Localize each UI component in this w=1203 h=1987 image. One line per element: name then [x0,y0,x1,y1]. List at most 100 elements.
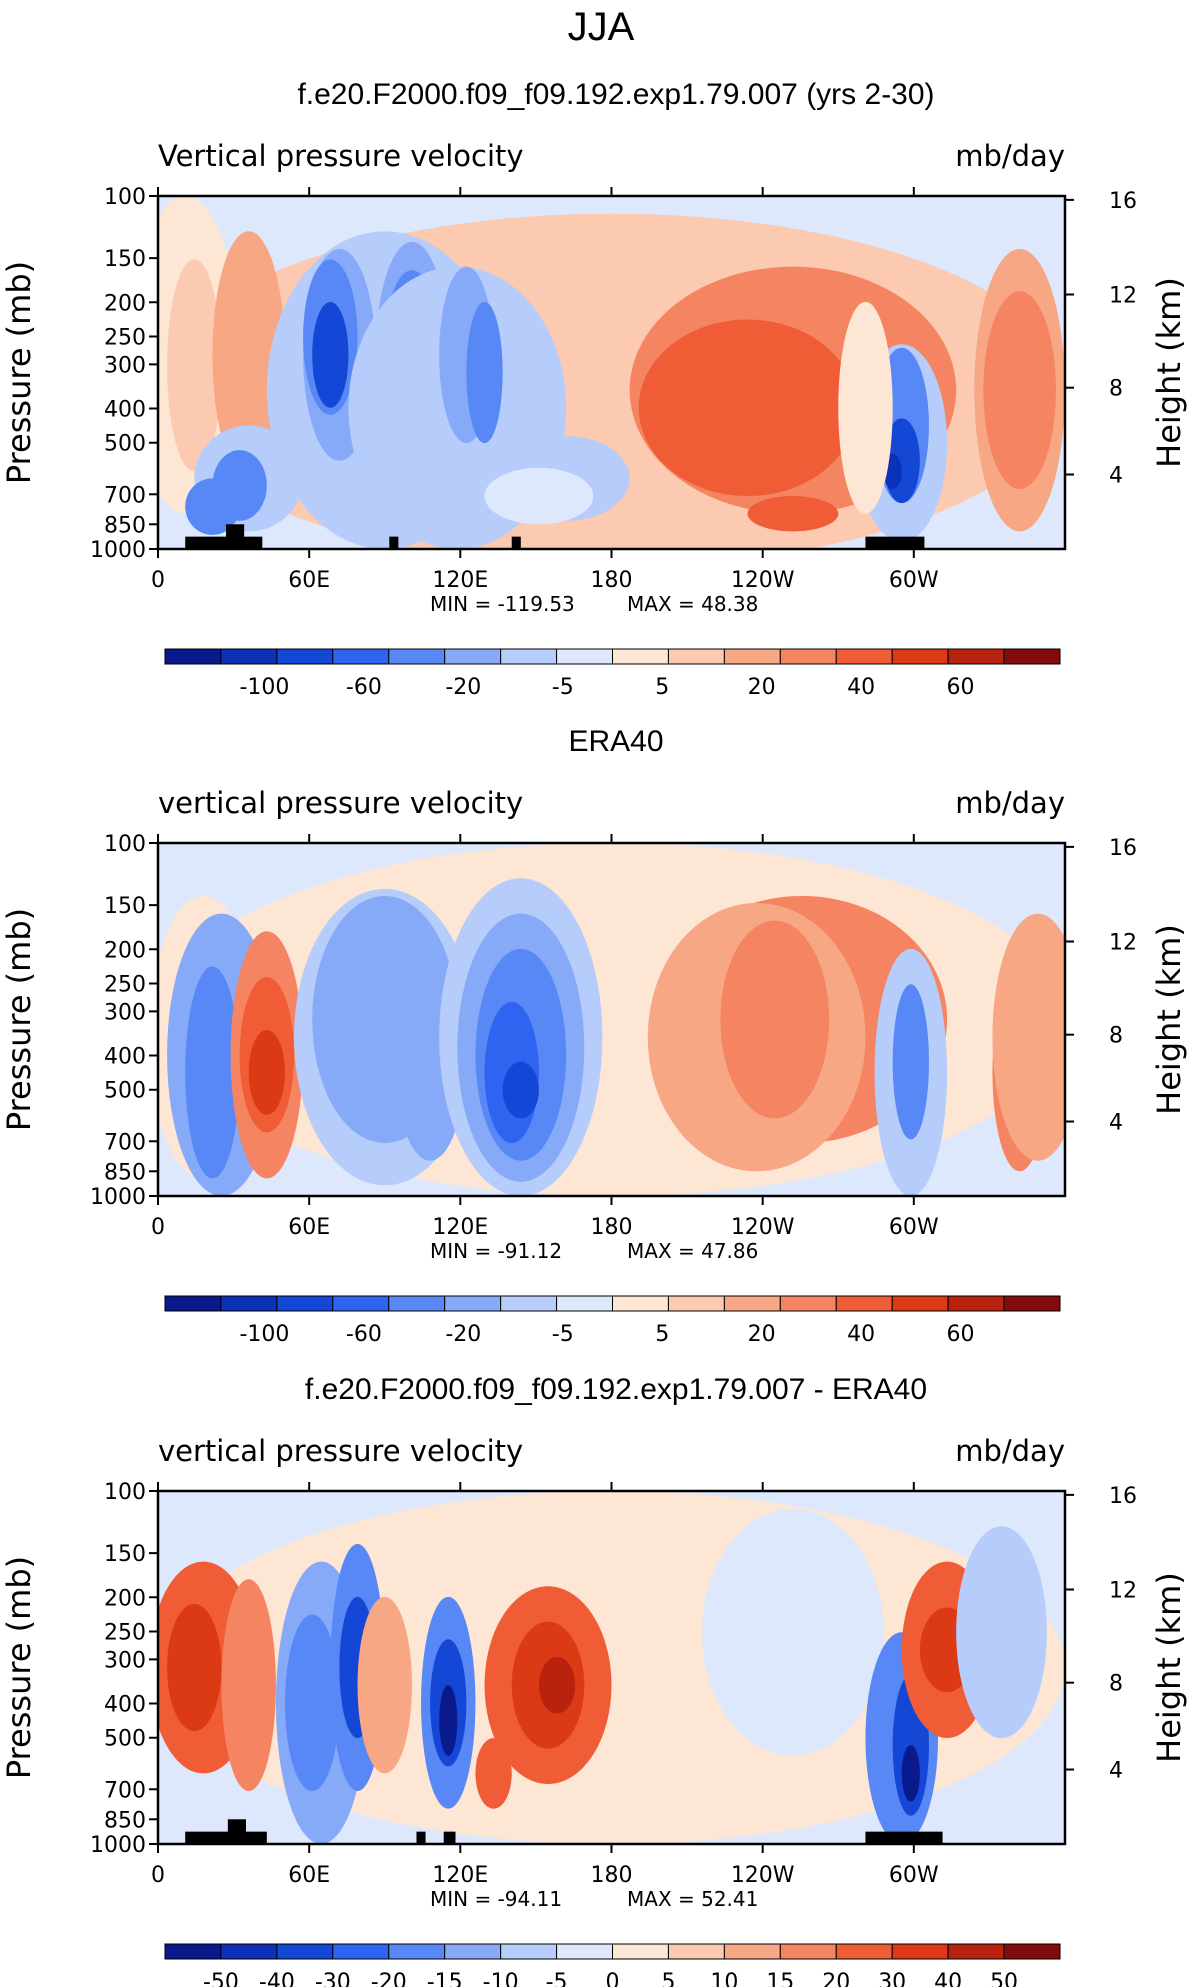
colorbar-label: 60 [947,1322,975,1347]
colorbar-swatch [164,1295,222,1312]
topography-mask-4 [865,1831,943,1844]
y-tick-label: 100 [104,185,146,210]
y-tick-label: 500 [104,1079,146,1104]
y-tick-label: 850 [104,1160,146,1185]
contour-region-6 [284,1614,340,1792]
contour-region-21 [747,496,839,532]
colorbar-label: 0 [606,1970,620,1987]
y-tick-label: 1000 [90,538,146,563]
colorbar-swatch [1003,1295,1061,1312]
x-tick-label: 120W [731,1215,795,1240]
colorbar-swatch [947,1295,1005,1312]
colorbar-swatch [276,1295,334,1312]
colorbar-swatch [723,1295,781,1312]
colorbar-swatch [947,1943,1005,1960]
units-label: mb/day [955,786,1065,820]
colorbar-label: -5 [552,675,574,700]
contour-region-18 [484,467,594,525]
x-tick-label: 60E [288,1863,330,1888]
panel-title: ERA40 [568,725,663,758]
colorbar-swatch [891,648,949,665]
contour-region-22 [956,1526,1047,1739]
contour-region-17 [720,920,830,1119]
y-tick-label: 300 [104,1000,146,1025]
colorbar-swatch [332,648,390,665]
x-tick-label: 0 [151,1215,165,1240]
y-tick-label: 150 [104,1542,146,1567]
x-tick-label: 60E [288,568,330,593]
colorbar-swatch [500,648,558,665]
max-label: MAX = 52.41 [627,1887,758,1911]
y-tick-label: 400 [104,1693,146,1718]
y2-tick-label: 8 [1109,1672,1123,1697]
colorbar-label: 5 [661,1970,675,1987]
contour-region-2 [167,259,222,472]
colorbar-swatch [388,648,446,665]
y-tick-label: 850 [104,513,146,538]
y2-axis-label: Height (km) [1150,1572,1188,1763]
panel-title: f.e20.F2000.f09_f09.192.exp1.79.007 (yrs… [297,78,934,111]
colorbar-swatch [835,1943,893,1960]
y-tick-label: 200 [104,1586,146,1611]
topography-mask-1 [227,1819,246,1844]
x-tick-label: 120W [731,1863,795,1888]
y2-axis-label: Height (km) [1150,277,1188,468]
y-tick-label: 1000 [90,1185,146,1210]
colorbar-swatch [835,1295,893,1312]
colorbar-swatch [332,1295,390,1312]
colorbar-label: -20 [445,1322,481,1347]
x-tick-label: 60W [889,1863,939,1888]
colorbar-label: -50 [203,1970,239,1987]
y2-tick-label: 4 [1109,464,1123,489]
y2-tick-label: 12 [1109,283,1137,308]
colorbar-swatch [444,1295,502,1312]
x-tick-label: 180 [591,568,633,593]
x-tick-label: 60W [889,1215,939,1240]
colorbar-label: -15 [427,1970,463,1987]
x-tick-label: 120E [432,1215,488,1240]
y-tick-label: 700 [104,483,146,508]
units-label: mb/day [955,1434,1065,1468]
colorbar-swatch [388,1943,446,1960]
contour-region-16 [466,301,503,444]
y-tick-label: 200 [104,938,146,963]
colorbar-swatch [835,648,893,665]
season-title: JJA [568,5,635,49]
colorbar-label: -40 [259,1970,295,1987]
topography-mask-0 [185,536,263,549]
topography-mask-4 [865,536,925,549]
y-axis-label: Pressure (mb) [0,1556,38,1779]
y-tick-label: 850 [104,1808,146,1833]
contour-region-12 [439,1685,458,1756]
colorbar-label: -30 [315,1970,351,1987]
contour-region-6 [248,1030,285,1115]
x-tick-label: 120W [731,568,795,593]
contour-region-4 [221,1579,276,1792]
x-tick-label: 180 [591,1863,633,1888]
y2-tick-label: 12 [1109,930,1137,955]
colorbar-label: 20 [822,1970,850,1987]
colorbar-swatch [220,648,278,665]
colorbar-swatch [276,648,334,665]
y-tick-label: 100 [104,832,146,857]
contour-region-21 [992,913,1065,1161]
units-label: mb/day [955,139,1065,173]
colorbar-swatch [891,1295,949,1312]
contour-region-11 [312,301,349,408]
contour-region-9 [357,1596,412,1774]
contour-region-19 [892,984,929,1140]
field-label: vertical pressure velocity [158,786,523,820]
field-label: Vertical pressure velocity [158,139,524,173]
y2-tick-label: 8 [1109,377,1123,402]
colorbar-swatch [332,1943,390,1960]
y2-tick-label: 4 [1109,1111,1123,1136]
contour-region-16 [475,1738,512,1809]
colorbar-swatch [667,648,725,665]
colorbar-label: 15 [766,1970,794,1987]
y2-tick-label: 16 [1109,189,1137,214]
y2-axis-label: Height (km) [1150,924,1188,1115]
colorbar-label: -100 [239,675,289,700]
contour-field [158,1491,1065,1844]
contour-field [158,196,1065,549]
contour-region-3 [167,1603,222,1732]
